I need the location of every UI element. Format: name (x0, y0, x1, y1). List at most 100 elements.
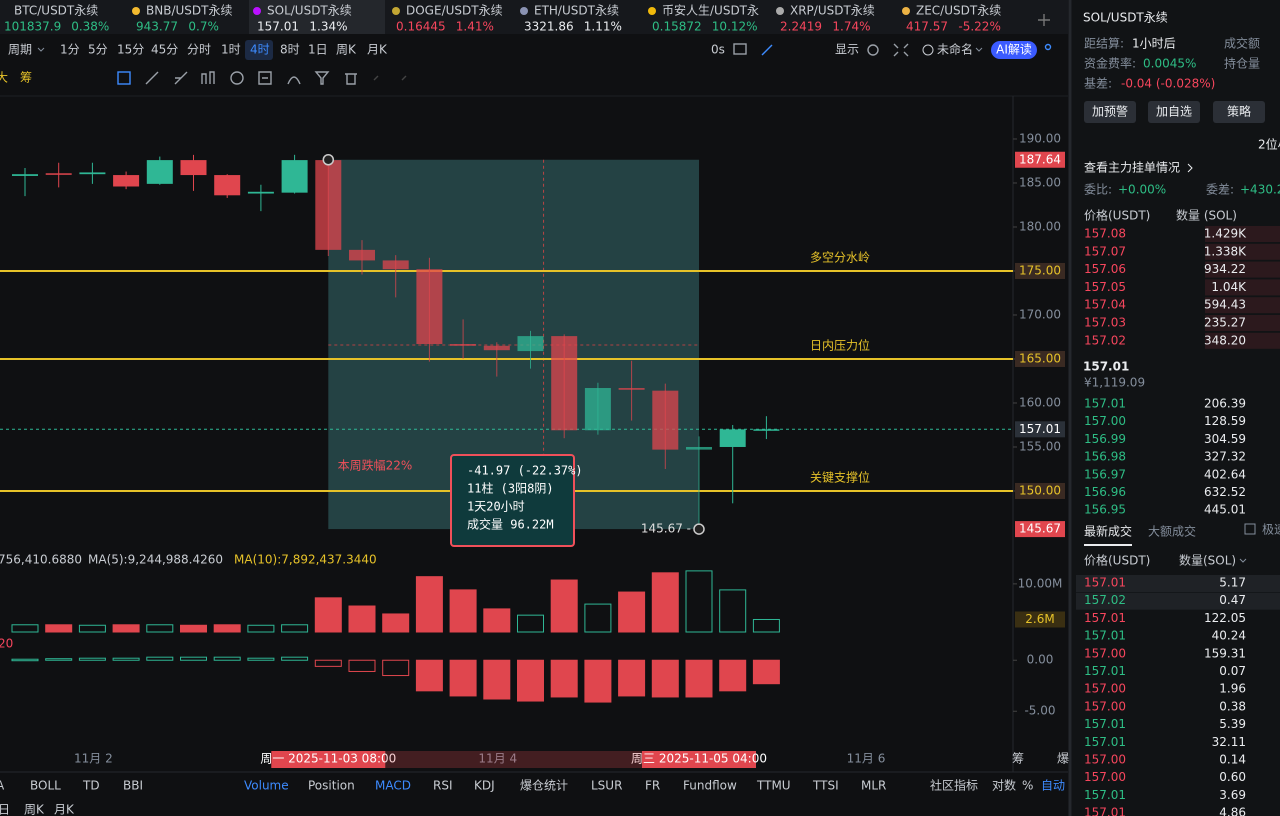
period[interactable]: 1日 (308, 43, 328, 57)
indicator-tool[interactable]: 自动 (1041, 779, 1065, 793)
icon[interactable] (867, 44, 879, 56)
candle-body (315, 160, 342, 250)
indicator-tool[interactable]: 社区指标 (930, 778, 978, 793)
price-tag (1015, 262, 1065, 279)
volume-bar (752, 618, 780, 633)
crosshair-label-bg (271, 751, 386, 768)
tab-symbol[interactable]: BNB/USDT永续 (146, 4, 232, 18)
bid-qty: 445.01 (1204, 503, 1246, 517)
indicator-tab[interactable]: BBI (123, 779, 143, 793)
indicator-tab[interactable]: BOLL (30, 779, 61, 793)
period[interactable]: 月K (367, 43, 388, 57)
indicator-tab[interactable]: MACD (375, 779, 411, 793)
trade-price: 157.01 (1084, 629, 1126, 643)
layout-name[interactable]: 未命名 (937, 42, 973, 57)
icon[interactable] (287, 76, 301, 85)
icon[interactable] (174, 71, 188, 85)
panel-button[interactable] (1084, 101, 1136, 123)
x-tick-label: 11月 6 (847, 752, 886, 766)
icon[interactable] (733, 43, 747, 55)
indicator-tab[interactable]: MLR (861, 779, 886, 793)
ask-price: 157.02 (1084, 333, 1126, 347)
indicator-tool[interactable]: 对数 (992, 778, 1016, 793)
indicator-tab[interactable]: TTSI (812, 779, 839, 793)
indicator-tab[interactable]: RSI (433, 779, 453, 793)
indicator-tool[interactable]: % (1022, 779, 1033, 793)
volume-bar (382, 613, 410, 633)
period-menu[interactable]: 周期 (8, 43, 32, 57)
icon[interactable] (1038, 14, 1050, 26)
tab-symbol[interactable]: DOGE/USDT永续 (406, 4, 503, 18)
icon[interactable] (1044, 43, 1052, 51)
depth-link[interactable]: 查看主力挂单情况 (1084, 161, 1180, 175)
icon[interactable] (761, 44, 773, 56)
chips-tool[interactable]: 筹 (20, 71, 32, 85)
macd-bar (213, 656, 241, 661)
indicator-tab[interactable]: KDJ (474, 779, 495, 793)
tab-icon (253, 7, 261, 15)
macd-bar (180, 656, 207, 661)
period[interactable]: 4时 (250, 43, 270, 57)
tab-symbol[interactable]: BTC/USDT永续 (14, 4, 98, 18)
indicator-tab[interactable]: TD (82, 779, 100, 793)
tab-price: 2.2419 (780, 20, 822, 34)
icon[interactable] (893, 43, 909, 57)
indicator-tab[interactable]: Fundflow (683, 779, 737, 793)
icon[interactable] (145, 71, 159, 85)
tab-symbol[interactable]: XRP/USDT永续 (790, 4, 875, 18)
trade-tab[interactable]: 最新成交 (1084, 524, 1132, 539)
diff-value: +430.23 (1240, 183, 1280, 197)
icon[interactable] (314, 71, 330, 85)
ask-qty: 1.04K (1211, 280, 1247, 294)
period[interactable]: 8时 (280, 43, 300, 57)
indicator-tab[interactable]: LSUR (591, 779, 622, 793)
panel-button[interactable] (1148, 101, 1200, 123)
tab-symbol[interactable]: ZEC/USDT永续 (916, 4, 1001, 18)
icon[interactable] (373, 75, 407, 81)
trade-qty: 3.69 (1219, 788, 1246, 802)
period[interactable]: 5分 (88, 43, 108, 57)
period[interactable]: 分时 (187, 43, 211, 57)
measure-text: 成交量 96.22M (467, 517, 554, 532)
checkbox[interactable] (1244, 523, 1256, 535)
icon[interactable] (345, 73, 357, 85)
panel-button[interactable] (1213, 101, 1265, 123)
period[interactable]: 1时 (221, 43, 241, 57)
indicator-tab[interactable]: A (0, 779, 5, 793)
tab-symbol[interactable]: ETH/USDT永续 (534, 4, 619, 18)
icon[interactable] (201, 71, 215, 84)
indicator-tab[interactable]: Position (308, 779, 355, 793)
y-tick-label: 185.00 (1019, 175, 1061, 189)
indicator-tab[interactable]: TTMU (756, 779, 791, 793)
icon[interactable] (117, 71, 131, 85)
bottom-period[interactable]: 日 (0, 803, 10, 816)
period[interactable]: 45分 (151, 43, 178, 57)
candle-body (652, 390, 679, 450)
panel-title: SOL/USDT永续 (1083, 11, 1168, 25)
period[interactable]: 周K (336, 43, 357, 57)
volume-bar (517, 614, 544, 633)
bottom-period[interactable]: 周K (24, 803, 45, 816)
display-menu[interactable]: 显示 (835, 43, 859, 57)
indicator-tab[interactable]: Volume (244, 779, 289, 793)
indicator-tab[interactable]: 爆仓统计 (520, 779, 568, 793)
macd-bar (483, 659, 511, 700)
trade-tab[interactable]: 大额成交 (1148, 524, 1196, 539)
period[interactable]: 15分 (117, 43, 144, 57)
tab-symbol[interactable]: 币安人生/USDT永 (662, 3, 759, 18)
indicator-tab[interactable]: FR (645, 779, 660, 793)
icon[interactable] (258, 71, 272, 85)
tab-price: 0.15872 (652, 20, 702, 34)
icon[interactable] (230, 71, 244, 85)
ask-qty: 235.27 (1204, 316, 1246, 330)
candle-body (45, 173, 72, 175)
ai-button[interactable] (991, 41, 1037, 59)
annotation: 本周跌幅22% (338, 458, 413, 473)
macd-tick-label: -5.00 (1024, 704, 1055, 718)
period[interactable]: 1分 (60, 43, 80, 57)
right-panel (1072, 0, 1280, 816)
bottom-period[interactable]: 月K (54, 803, 75, 816)
tab-symbol[interactable]: SOL/USDT永续 (267, 4, 352, 18)
candle-body (450, 344, 477, 346)
price-tag (1015, 421, 1065, 438)
